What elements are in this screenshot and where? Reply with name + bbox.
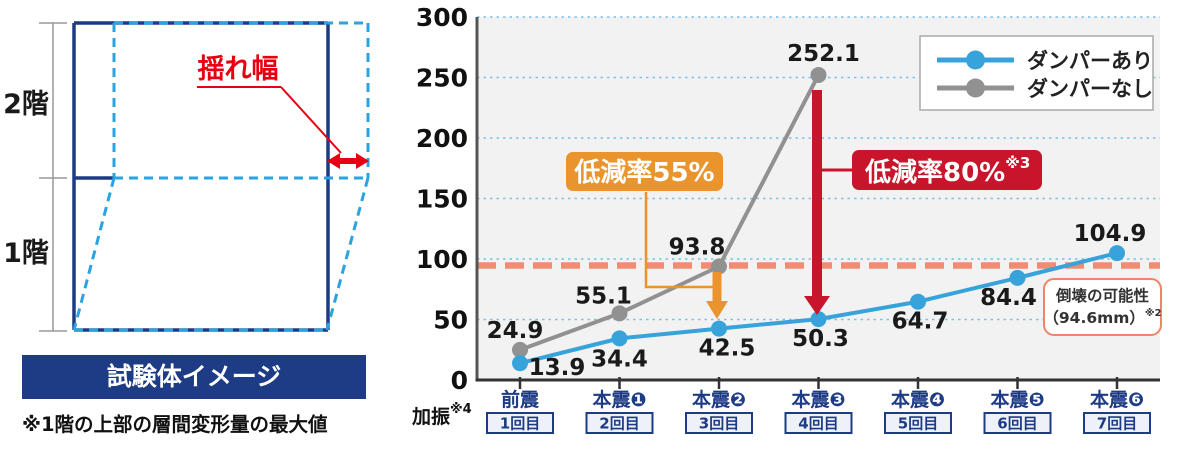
floor1-label: 1階 [3,238,49,269]
legend-label-damper: ダンパーあり [1027,49,1153,73]
series-line-1 [519,74,821,352]
specimen-frame-deformed [72,21,370,332]
trial-count-box [983,412,1052,434]
trial-count-label: 4回目 [798,415,838,433]
reduction-80-label: 低減率80%※3 [864,154,1030,188]
x-category-label: 本震❻ [1090,388,1144,411]
data-point [611,305,628,322]
trial-count-box [486,412,554,434]
data-point-label: 252.1 [787,41,860,67]
sway-width-label: 揺れ幅 [198,54,279,85]
y-axis-labels: 0 50 100 150 200 250 300 [416,3,468,395]
reduction-55-label: 低減率55% [573,157,714,188]
collapse-threshold-label: 倒壊の可能性 （94.6mm）※2 [1043,278,1162,336]
specimen-banner: 試験体イメージ [22,355,366,399]
data-point [611,330,628,347]
x-category-label: 前震 [501,388,540,411]
legend: ダンパーあり ダンパーなし [919,35,1154,111]
trial-count-box [884,412,952,434]
collapse-label-line1: 倒壊の可能性 [1055,286,1150,305]
data-point-label: 84.4 [980,285,1037,311]
x-category-label: 本震❺ [990,388,1044,411]
y-tick-label: 250 [416,64,468,93]
trial-count-label: 2回目 [599,415,639,433]
x-category-label: 本震❶ [592,388,646,411]
data-point [1109,245,1125,262]
line-chart: 0 50 100 150 200 250 300 24.9 55.1 93.8 252.1 13.9… [411,3,1162,434]
diagram-caption: ※1階の上部の層間変形量の最大値 [22,413,328,436]
legend-box [919,35,1154,111]
trial-count-box [784,412,853,434]
data-point-label: 64.7 [892,309,949,335]
y-tick-label: 200 [416,124,468,153]
sway-width-annotation: 揺れ幅 [197,54,369,169]
trial-count-label: 3回目 [699,415,739,433]
data-point [810,66,827,83]
trial-count-label: 6回目 [997,415,1037,433]
floor-height-bracket [39,22,67,332]
y-tick-label: 300 [416,3,468,32]
data-point-label: 93.8 [669,235,726,261]
data-point-label: 42.5 [699,336,756,362]
data-series: 24.9 55.1 93.8 252.1 13.9 34.4 42.5 50.3 64.7 84.… [487,41,1147,381]
x-axis-labels: 前震 1回目 本震❶ 2回目 本震❷ 3回目 本震❸ 4回目 本震❹ 5回目 本震❺ 6回目 本震❻ 7回… [486,377,1151,434]
data-point [910,293,926,310]
data-point [711,320,727,337]
y-tick-label: 0 [451,366,468,395]
x-category-label: 本震❷ [692,388,746,411]
data-point-label: 13.9 [529,355,586,381]
x-axis-row-label: 加振※4 [411,402,472,428]
trial-count-label: 5回目 [898,415,938,433]
legend-dot-no-damper [966,78,985,98]
collapse-label-line2: （94.6mm）※2 [1043,307,1161,327]
y-tick-label: 100 [416,245,468,274]
floor2-label: 2階 [3,89,49,120]
trial-count-box [1083,412,1151,434]
trial-count-box [585,412,654,434]
data-point-label: 104.9 [1074,221,1147,247]
trial-count-box [685,412,753,434]
specimen-banner-label: 試験体イメージ [107,362,282,391]
legend-dot-damper [966,50,985,70]
data-point [810,311,827,328]
annotation-reduction-55: 低減率55% [566,152,728,319]
data-point-label: 55.1 [575,283,632,309]
data-point-label: 34.4 [591,346,648,372]
x-category-label: 本震❹ [891,388,945,411]
specimen-diagram: 2階 1階 揺れ幅 試験体イメージ ※1階の上部の層間変形量の最大値 [3,21,370,436]
x-category-label: 本震❸ [791,388,845,411]
data-point [1009,269,1026,286]
data-point-label: 50.3 [792,326,849,352]
legend-label-no-damper: ダンパーなし [1027,77,1153,101]
y-tick-label: 50 [433,306,468,335]
y-tick-label: 150 [416,185,468,214]
data-point [711,258,727,275]
data-point-label: 24.9 [487,318,544,344]
annotation-reduction-80: 低減率80%※3 [804,90,1042,315]
sway-width-arrow [327,153,369,169]
trial-count-label: 1回目 [500,415,540,433]
data-point [512,341,528,358]
trial-count-label: 7回目 [1097,415,1137,433]
data-point [512,355,528,372]
